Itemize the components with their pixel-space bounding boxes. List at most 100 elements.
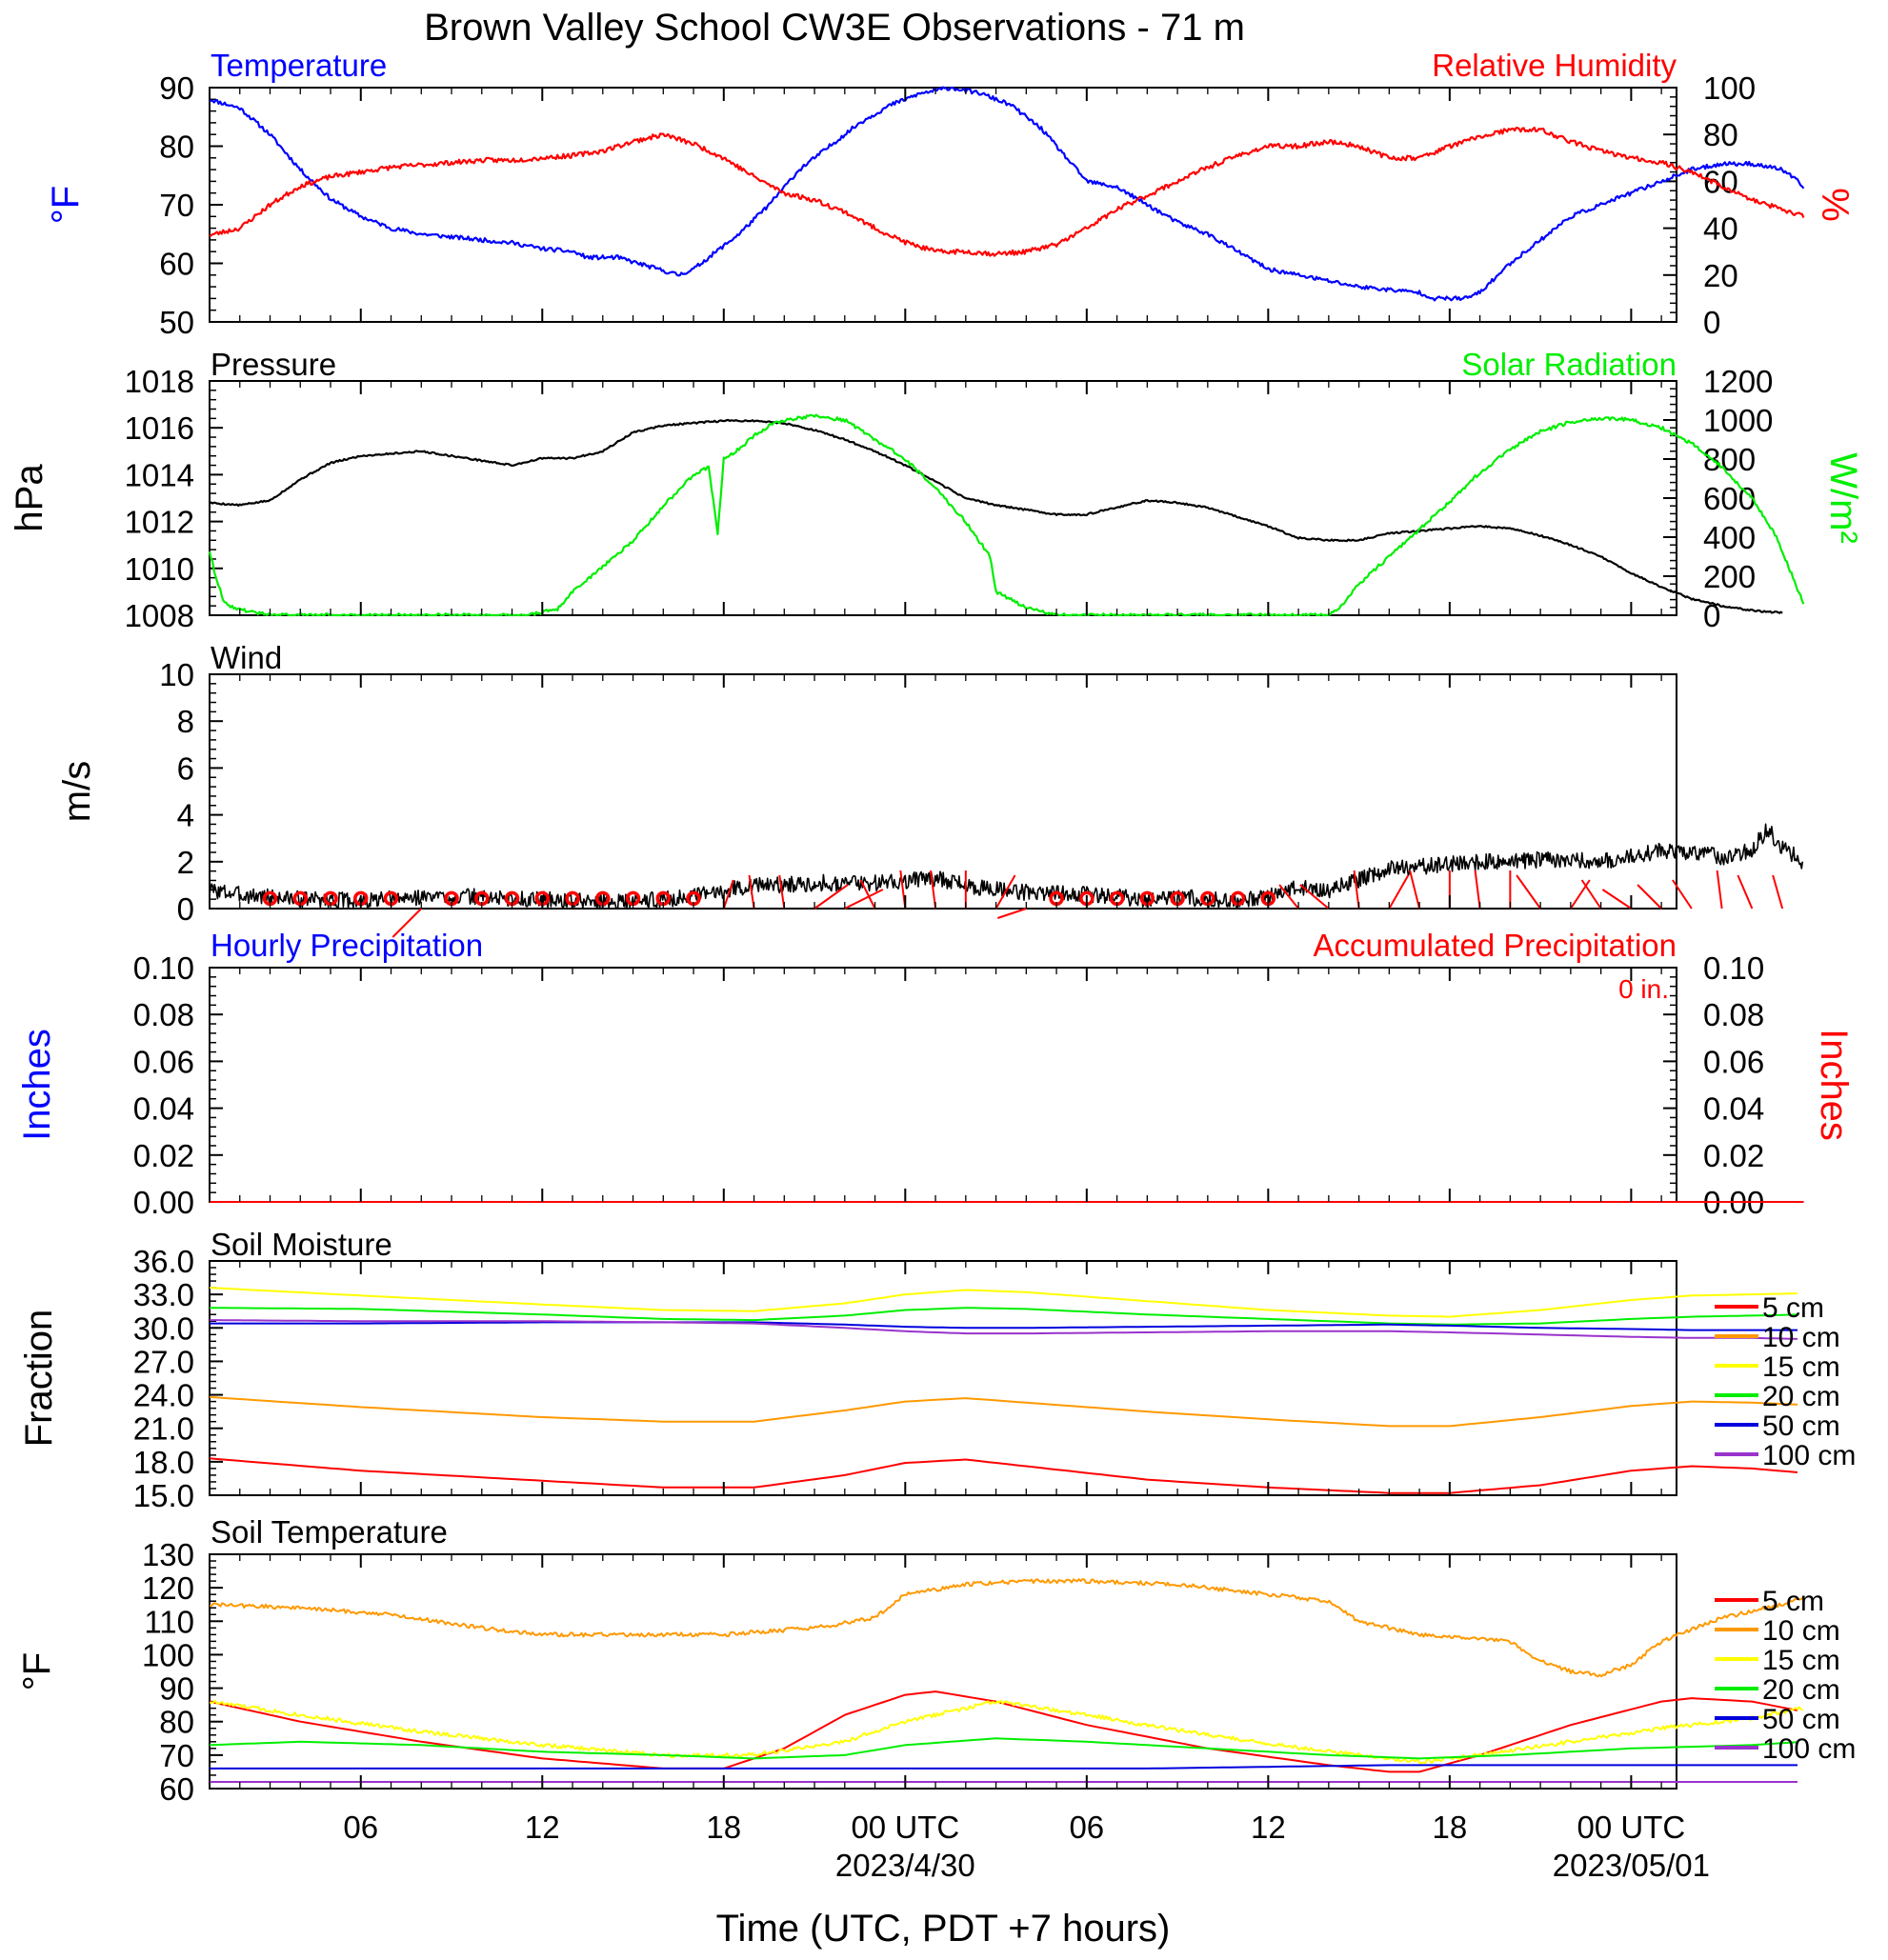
soil-temperature-label: Soil Temperature: [211, 1514, 448, 1550]
soil-moisture-line: [209, 1395, 1798, 1428]
precip-right-y-tick-label: 0.04: [1703, 1091, 1764, 1127]
wind-barb: [1409, 870, 1421, 910]
legend-label: 100 cm: [1762, 1733, 1856, 1765]
soil-temperature-lines: [209, 1578, 1804, 1783]
soil-temperature-line: [209, 1699, 1804, 1765]
soil-moisture-y-ticks: 15.018.021.024.027.030.033.036.0: [133, 1244, 223, 1513]
wind-barb: [778, 874, 786, 910]
wind-lines: [209, 823, 1804, 938]
soil-temperature-y-tick-label: 120: [142, 1570, 194, 1606]
wind-barb: [859, 879, 876, 910]
soil-temperature-y-tick-label: 90: [159, 1671, 194, 1707]
temperature-lines: [209, 86, 1805, 302]
wind-label: Wind: [211, 640, 282, 675]
precip-left-y-tick-label: 0.06: [133, 1044, 194, 1079]
precip-right-y-ticks: 0.000.020.040.060.080.10: [1663, 950, 1764, 1220]
temperature-label: Temperature: [211, 48, 387, 83]
humidity-label: Relative Humidity: [1432, 48, 1677, 83]
pressure-y-tick-label: 1012: [125, 505, 194, 540]
soil-moisture-y-tick-label: 15.0: [133, 1478, 194, 1513]
pressure-y-tick-label: 1018: [125, 364, 194, 399]
pressure-label: Pressure: [211, 347, 336, 382]
soil-moisture-y-tick-label: 30.0: [133, 1310, 194, 1346]
temperature-y-tick-label: 50: [159, 305, 194, 340]
soil-moisture-units: Fraction: [18, 1310, 60, 1448]
pressure-y-tick-label: 1008: [125, 598, 194, 633]
wind-units: m/s: [56, 761, 98, 822]
solar-y-tick-label: 0: [1703, 598, 1720, 633]
soil-temperature-line: [210, 1764, 1798, 1770]
wind-barb: [1278, 884, 1299, 910]
soil-moisture-line: [210, 1319, 1798, 1340]
accum-precip-total: 0 in.: [1618, 974, 1669, 1004]
humidity-y-tick-label: 0: [1703, 305, 1720, 340]
wind-y-tick-label: 8: [177, 704, 194, 739]
wind-plot-frame: [209, 673, 1677, 910]
wind-barb: [994, 874, 1016, 910]
legend-label: 100 cm: [1762, 1440, 1856, 1471]
temperature-y-tick-label: 90: [159, 70, 194, 106]
wind-speed-line: [209, 823, 1804, 910]
precip-right-y-tick-label: 0.10: [1703, 950, 1764, 986]
pressure-plot-frame: [209, 380, 1677, 616]
x-axis-label: Time (UTC, PDT +7 hours): [716, 1908, 1171, 1950]
humidity-y-tick-label: 100: [1703, 70, 1756, 106]
pressure-units: hPa: [9, 464, 50, 532]
soil-moisture-y-tick-label: 18.0: [133, 1445, 194, 1480]
legend-label: 50 cm: [1762, 1410, 1840, 1442]
soil-moisture-line: [210, 1321, 1798, 1331]
precip-left-y-tick-label: 0.00: [133, 1185, 194, 1220]
temperature-units: °F: [45, 186, 87, 224]
humidity-units: %: [1814, 188, 1856, 222]
x-tick-label: 06: [343, 1810, 378, 1845]
wind-y-tick-label: 4: [177, 798, 194, 833]
soil-moisture-line: [209, 1457, 1798, 1494]
wind-barb: [844, 889, 884, 910]
wind-barb: [1516, 874, 1541, 910]
wind-barb: [930, 870, 937, 910]
wind-panel: Wind m/s 0 2 4 6 8 10: [56, 640, 1804, 938]
pressure-y-tick-label: 1010: [125, 551, 194, 587]
wind-barb: [748, 874, 755, 910]
legend-label: 15 cm: [1762, 1645, 1840, 1676]
precip-right-y-tick-label: 0.06: [1703, 1044, 1764, 1079]
wind-y-tick-label: 0: [177, 891, 194, 927]
x-tick-date: 2023/4/30: [835, 1848, 975, 1883]
hourly-precip-label: Hourly Precipitation: [211, 928, 483, 963]
wind-barb: [392, 908, 422, 938]
soil-temperature-y-tick-label: 130: [142, 1537, 194, 1572]
wind-barb: [1601, 889, 1632, 910]
precip-right-y-tick-label: 0.08: [1703, 997, 1764, 1032]
x-tick-label: 00 UTC: [851, 1810, 959, 1845]
soil-moisture-line: [209, 1307, 1798, 1326]
temperature-y-tick-label: 60: [159, 247, 194, 282]
wind-barb: [722, 879, 734, 910]
soil-temperature-y-tick-label: 100: [142, 1637, 194, 1672]
solar-y-tick-label: 1200: [1703, 364, 1773, 399]
soil-moisture-panel: Soil Moisture Fraction 15.018.021.024.02…: [18, 1227, 1856, 1513]
precip-left-y-ticks: 0.00 0.02 0.04 0.06 0.08 0.10: [133, 950, 223, 1220]
precip-left-y-tick-label: 0.10: [133, 950, 194, 986]
soil-temperature-units: °F: [16, 1652, 58, 1690]
wind-barb: [1474, 870, 1481, 910]
wind-barb: [1353, 870, 1360, 910]
wind-barb: [997, 908, 1027, 919]
humidity-y-tick-label: 60: [1703, 164, 1738, 199]
wind-barb: [1570, 879, 1591, 910]
x-tick-date: 2023/05/01: [1553, 1848, 1710, 1883]
wind-y-tick-label: 10: [159, 657, 194, 692]
pressure-lines: [208, 413, 1805, 617]
pressure-panel: Pressure Solar Radiation hPa W/m² 100810…: [9, 347, 1864, 633]
pressure-series-line: [209, 418, 1783, 614]
x-tick-label: 12: [1251, 1810, 1286, 1845]
soil-temperature-panel: Soil Temperature °F 60708090100110120130…: [16, 1514, 1856, 1807]
precip-left-y-tick-label: 0.02: [133, 1138, 194, 1173]
legend-label: 20 cm: [1762, 1381, 1840, 1412]
legend-label: 10 cm: [1762, 1615, 1840, 1647]
legend-label: 10 cm: [1762, 1322, 1840, 1353]
x-tick-label: 18: [1432, 1810, 1467, 1845]
soil-temperature-line: [209, 1737, 1798, 1760]
